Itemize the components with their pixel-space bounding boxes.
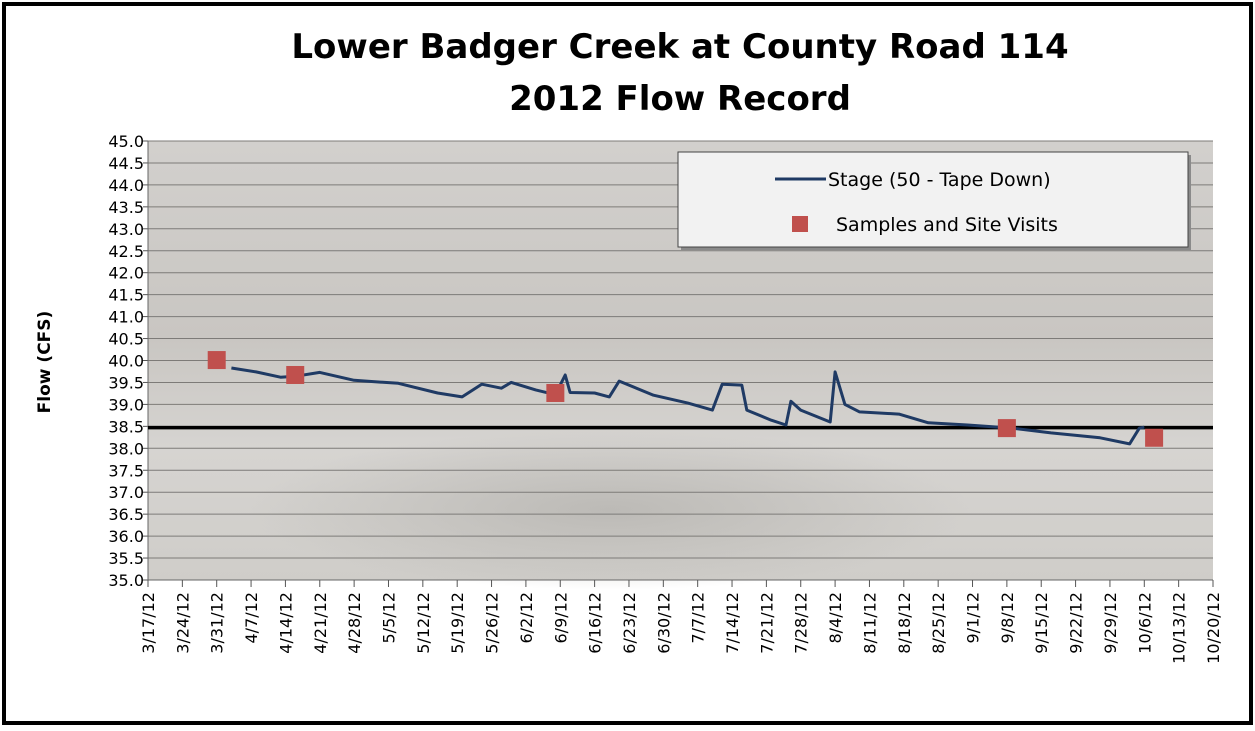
x-tick-label: 10/20/12 bbox=[1204, 592, 1223, 664]
y-tick-label: 45.0 bbox=[108, 132, 144, 151]
plot-background-detail bbox=[250, 430, 970, 590]
x-tick-label: 7/14/12 bbox=[723, 592, 742, 654]
y-tick-label: 36.5 bbox=[108, 505, 144, 524]
x-tick-label: 6/16/12 bbox=[586, 592, 605, 654]
y-tick-label: 38.0 bbox=[108, 439, 144, 458]
legend-swatch bbox=[792, 216, 808, 232]
legend-label: Samples and Site Visits bbox=[836, 214, 1058, 236]
x-tick-label: 8/18/12 bbox=[895, 592, 914, 654]
x-tick-label: 8/4/12 bbox=[826, 592, 845, 644]
x-tick-label: 9/29/12 bbox=[1101, 592, 1120, 654]
y-tick-label: 40.5 bbox=[108, 330, 144, 349]
sample-marker bbox=[997, 419, 1016, 438]
y-tick-label: 37.0 bbox=[108, 483, 144, 502]
x-tick-label: 10/13/12 bbox=[1170, 592, 1189, 664]
y-tick-label: 41.5 bbox=[108, 286, 144, 305]
x-tick-label: 4/28/12 bbox=[345, 592, 364, 654]
x-tick-label: 6/23/12 bbox=[620, 592, 639, 654]
x-tick-label: 5/5/12 bbox=[379, 592, 398, 644]
sample-marker bbox=[286, 365, 305, 384]
x-tick-label: 3/17/12 bbox=[139, 592, 158, 654]
y-tick-label: 43.5 bbox=[108, 198, 144, 217]
y-tick-label: 35.5 bbox=[108, 549, 144, 568]
x-tick-label: 7/21/12 bbox=[757, 592, 776, 654]
marks bbox=[148, 351, 1213, 447]
chart-subtitle: 2012 Flow Record bbox=[509, 79, 851, 119]
y-tick-label: 42.0 bbox=[108, 264, 144, 283]
y-tick-label: 40.0 bbox=[108, 352, 144, 371]
y-tick-label: 38.5 bbox=[108, 417, 144, 436]
x-tick-label: 7/7/12 bbox=[689, 592, 708, 644]
x-tick-label: 8/11/12 bbox=[860, 592, 879, 654]
legend-box bbox=[677, 151, 1189, 248]
x-tick-label: 9/15/12 bbox=[1032, 592, 1051, 654]
y-tick-label: 35.0 bbox=[108, 571, 144, 590]
x-tick-label: 4/7/12 bbox=[242, 592, 261, 644]
legend-label: Stage (50 - Tape Down) bbox=[828, 169, 1051, 191]
x-tick-label: 5/26/12 bbox=[483, 592, 502, 654]
y-tick-label: 39.5 bbox=[108, 373, 144, 392]
sample-marker bbox=[207, 351, 226, 370]
x-tick-label: 6/2/12 bbox=[517, 592, 536, 644]
y-tick-label: 36.0 bbox=[108, 527, 144, 546]
x-tick-label: 5/19/12 bbox=[448, 592, 467, 654]
x-tick-label: 6/9/12 bbox=[551, 592, 570, 644]
y-axis-label: Flow (CFS) bbox=[35, 311, 55, 414]
x-tick-label: 10/6/12 bbox=[1135, 592, 1154, 654]
y-tick-label: 42.5 bbox=[108, 242, 144, 261]
x-tick-label: 9/1/12 bbox=[964, 592, 983, 644]
y-tick-label: 44.0 bbox=[108, 176, 144, 195]
y-tick-label: 41.0 bbox=[108, 308, 144, 327]
legend: Stage (50 - Tape Down) Samples and Site V… bbox=[677, 151, 1191, 250]
x-tick-label: 9/22/12 bbox=[1067, 592, 1086, 654]
x-tick-label: 3/31/12 bbox=[208, 592, 227, 654]
x-tick-label: 8/25/12 bbox=[929, 592, 948, 654]
x-tick-label: 7/28/12 bbox=[792, 592, 811, 654]
y-tick-label: 44.5 bbox=[108, 154, 144, 173]
chart-title: Lower Badger Creek at County Road 114 bbox=[291, 27, 1068, 67]
x-tick-label: 6/30/12 bbox=[654, 592, 673, 654]
grid: 35.0 35.5 36.0 36.5 37.0 37.5 38.0 38.5 39.0 39.5… bbox=[108, 132, 1223, 664]
x-tick-label: 5/12/12 bbox=[414, 592, 433, 654]
sample-marker bbox=[1145, 428, 1164, 447]
x-tick-label: 4/14/12 bbox=[276, 592, 295, 654]
x-tick-label: 9/8/12 bbox=[998, 592, 1017, 644]
sample-marker bbox=[546, 383, 565, 402]
x-tick-label: 4/21/12 bbox=[311, 592, 330, 654]
y-tick-label: 43.0 bbox=[108, 220, 144, 239]
y-tick-label: 39.0 bbox=[108, 395, 144, 414]
x-tick-label: 3/24/12 bbox=[173, 592, 192, 654]
stage-line bbox=[231, 366, 1145, 446]
y-tick-label: 37.5 bbox=[108, 461, 144, 480]
